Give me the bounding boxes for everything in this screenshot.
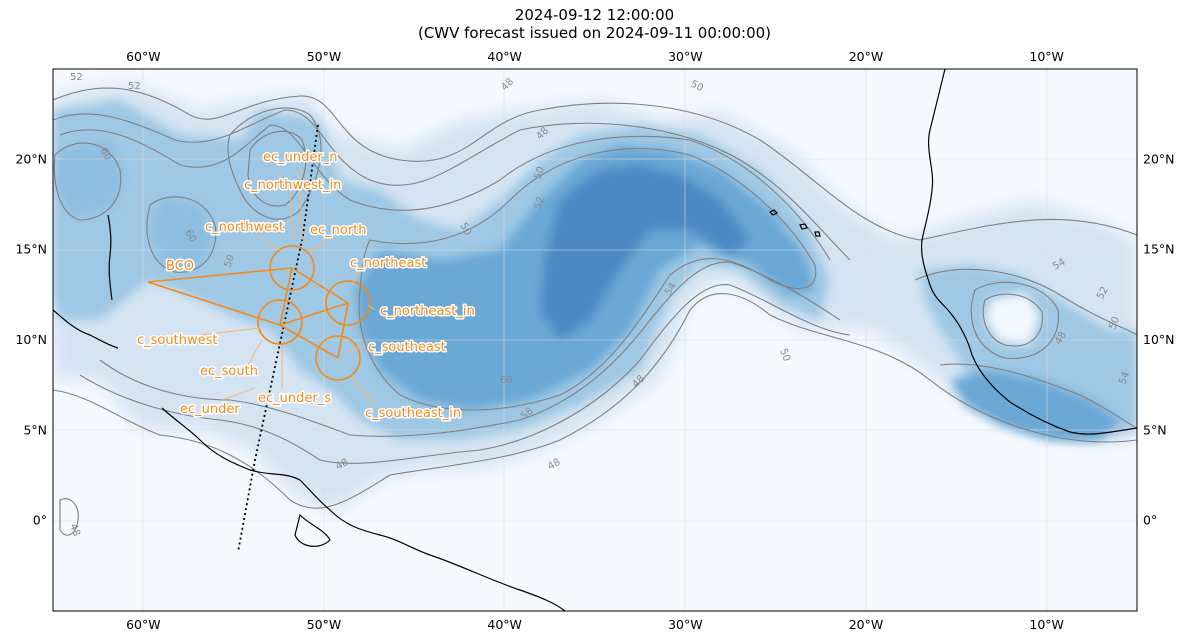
coastline-caribbean-arc — [53, 309, 119, 349]
site-label-c-southeast: c_southeast — [368, 340, 446, 355]
contour-label-52a: 52 — [70, 72, 83, 83]
lon-tick-label-bottom: 40°W — [487, 617, 522, 632]
map-title: 2024-09-12 12:00:00 (CWV forecast issued… — [0, 6, 1189, 42]
circle-north — [269, 245, 315, 291]
lat-tick-label-right: 20°N — [1143, 151, 1175, 166]
site-label-ec-under-n: ec_under_n — [263, 150, 337, 165]
contour-label-52b: 52 — [128, 81, 141, 92]
lon-tick-label-bottom: 10°W — [1029, 617, 1064, 632]
lon-tick-label-top: 30°W — [668, 49, 703, 64]
lon-tick-label-top: 20°W — [849, 49, 884, 64]
site-label-c-southwest: c_southwest — [137, 333, 217, 348]
contour-sw — [59, 498, 79, 536]
contour-52 — [59, 124, 831, 261]
site-label-c-northeast-in: c_northeast_in — [380, 304, 475, 319]
contour-54-africa-b — [939, 363, 1137, 429]
site-label-c-northwest-in: c_northwest_in — [244, 178, 341, 193]
site-label-ec-south: ec_south — [200, 364, 258, 379]
lat-tick-label-left: 5°N — [23, 422, 47, 437]
lon-tick-label-top: 60°W — [126, 49, 161, 64]
coastline-africa — [920, 69, 1137, 435]
contour-label-50a: 50 — [689, 79, 705, 94]
track-bco-north — [147, 267, 293, 283]
cwv-contours — [53, 87, 1137, 536]
lon-tick-label-bottom: 60°W — [126, 617, 161, 632]
contour-west-1 — [146, 196, 217, 273]
contour-label-60: 60 — [500, 375, 513, 386]
circle-northeast — [325, 280, 371, 326]
contour-nw-island — [227, 107, 322, 220]
lat-tick-label-left: 0° — [33, 513, 47, 528]
contour-50 — [53, 109, 851, 261]
axis-tick-labels: 60°W 60°W 50°W 50°W 40°W 40°W 30°W 30°W 20°W 20°W… — [15, 49, 1174, 632]
site-label-ec-under-s: ec_under_s — [258, 391, 331, 406]
site-label-c-northwest: c_northwest — [205, 220, 284, 235]
contour-48 — [53, 87, 1137, 241]
site-label-ec-under: ec_under — [180, 402, 240, 417]
coastline-amazon-delta — [294, 513, 331, 547]
site-label-bco: BCO — [166, 259, 194, 274]
flight-track — [147, 124, 371, 553]
coastline-south-america — [161, 407, 566, 611]
coastline-cape-verde — [768, 209, 821, 237]
lon-tick-label-top: 40°W — [487, 49, 522, 64]
contour-west-2 — [53, 142, 122, 221]
lon-tick-label-bottom: 50°W — [307, 617, 342, 632]
contour-50b — [79, 284, 851, 464]
contour-label-50b: 50 — [532, 165, 547, 181]
lat-tick-label-right: 0° — [1143, 513, 1157, 528]
site-label-c-northeast: c_northeast — [350, 256, 426, 271]
contour-hole-b — [970, 281, 1059, 359]
map-area: 52 52 48 48 50 50 52 50 54 50 48 60 58 4… — [53, 69, 1137, 611]
lat-tick-label-right: 5°N — [1143, 422, 1167, 437]
contour-label-50d: 50 — [777, 347, 792, 363]
contour-54 — [358, 148, 817, 411]
contour-52b — [99, 261, 841, 437]
site-label-ec-north: ec_north — [310, 223, 367, 238]
contour-label-48g: 48 — [67, 522, 82, 538]
track-southwest-northeast — [279, 302, 349, 326]
site-label-c-southeast-in: c_southeast_in — [365, 406, 461, 421]
contour-label-50f: 50 — [222, 253, 237, 269]
lat-tick-label-left: 10°N — [15, 332, 47, 347]
title-forecast-issued: (CWV forecast issued on 2024-09-11 00:00… — [417, 24, 772, 42]
gridlines — [53, 69, 1137, 611]
map-frame — [52, 68, 1138, 612]
contour-label-54b: 54 — [1117, 370, 1132, 386]
contour-48b — [53, 293, 1137, 509]
lon-tick-label-bottom: 30°W — [668, 617, 703, 632]
contour-label-50e: 50 — [1107, 315, 1122, 331]
label-leaders — [199, 164, 376, 406]
track-southwest-southeast — [279, 324, 339, 359]
circle-southwest — [257, 299, 303, 345]
track-north-southwest — [279, 267, 293, 326]
contour-nw-island-b — [247, 130, 307, 207]
coastline-lesser-antilles — [107, 214, 113, 301]
track-northeast-southeast — [337, 302, 349, 359]
lat-tick-label-left: 15°N — [15, 242, 47, 257]
lat-tick-label-right: 15°N — [1143, 242, 1175, 257]
title-datetime: 2024-09-12 12:00:00 — [514, 6, 675, 24]
track-north-northeast — [291, 267, 349, 304]
lat-tick-label-right: 10°N — [1143, 332, 1175, 347]
contour-54-africa — [914, 268, 1137, 336]
contour-hole — [982, 293, 1043, 347]
coastlines — [53, 69, 1137, 611]
lon-tick-label-top: 50°W — [307, 49, 342, 64]
lat-tick-label-left: 20°N — [15, 151, 47, 166]
lon-tick-label-top: 10°W — [1029, 49, 1064, 64]
contour-label-52c: 52 — [532, 195, 547, 211]
lon-tick-label-bottom: 20°W — [849, 617, 884, 632]
track-dotted — [237, 124, 319, 553]
site-labels: BCO ec_under_n c_northwest_in c_northwes… — [136, 149, 477, 423]
circle-southeast — [315, 335, 361, 381]
